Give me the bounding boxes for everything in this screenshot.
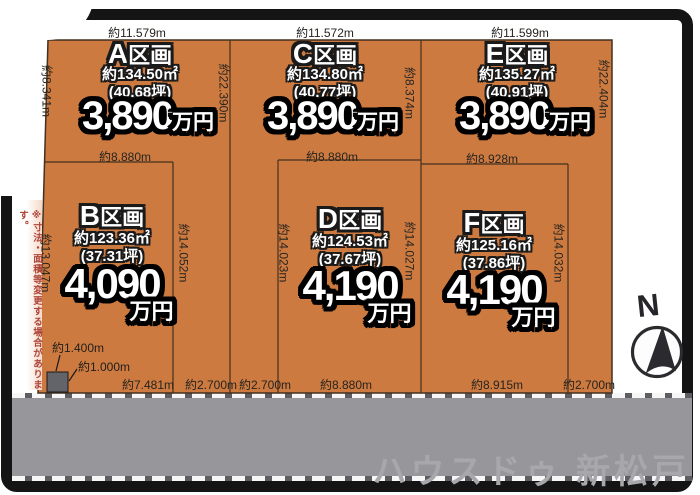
plot-c-price-digits: 3,890 <box>266 94 359 138</box>
dim-d-left: 約14.023m <box>276 223 291 283</box>
plot-d-price-digits: 4,190 <box>302 262 399 309</box>
dim-box-depth: 約1.000m <box>78 360 131 374</box>
plot-e-price: 3,890万円 <box>458 94 592 138</box>
plot-e-title: E区画 <box>486 40 549 68</box>
dim-d-right: 約14.027m <box>402 221 417 281</box>
plot-f-price: 4,190 万円 <box>446 266 555 331</box>
plot-b-suffix: 区画 <box>100 205 145 230</box>
plot-f-title: F区画 <box>463 209 524 237</box>
plot-d-suffix: 区画 <box>338 208 383 233</box>
dim-f-bottom: 約8.915m <box>470 378 524 392</box>
plot-d-letter: D <box>317 203 339 234</box>
dim-e-top: 約11.599m <box>491 26 549 40</box>
note-strip-background <box>14 200 42 390</box>
plot-b-title: B区画 <box>80 202 144 230</box>
plot-d-area: 約124.53㎡ <box>312 233 388 250</box>
frame-whiteout-left <box>0 30 13 196</box>
dim-b-top: 約8.880m <box>98 150 152 164</box>
plot-a-price: 3,890万円 <box>81 94 215 138</box>
plot-e-letter: E <box>485 38 505 69</box>
dim-ab-boundary: 約22.390m <box>216 63 231 123</box>
road-edge-dashed-line-top <box>12 393 692 398</box>
flyer-frame <box>1 9 693 492</box>
plot-c-area: 約134.80㎡ <box>287 66 363 83</box>
plot-f-price-unit: 万円 <box>511 304 556 330</box>
dim-c-pole: 約2.700m <box>238 378 292 392</box>
plot-e-suffix: 区画 <box>504 43 549 68</box>
plot-f-letter: F <box>463 207 481 238</box>
plot-b-letter: B <box>79 200 101 231</box>
dim-a-top: 約11.579m <box>108 26 166 40</box>
disclaimer-note: ※寸法・面積等変更する場合があります。 <box>17 210 42 390</box>
plot-b-tsubo: (37.31坪) <box>80 248 144 265</box>
dim-a-left: 約8.341m <box>39 64 54 118</box>
dim-box-width: 約1.400m <box>52 341 105 355</box>
plot-a-price-digits: 3,890 <box>81 94 174 138</box>
plot-b-area: 約123.36㎡ <box>74 230 150 247</box>
road <box>12 393 692 481</box>
plot-a-tsubo: (40.68坪) <box>108 84 172 101</box>
plot-a-price-unit: 万円 <box>172 111 215 134</box>
plot-c-tsubo: (40.77坪) <box>293 84 357 101</box>
dim-b-right: 約14.052m <box>176 223 191 283</box>
plot-e-price-digits: 3,890 <box>458 94 551 138</box>
dim-b-bottom: 約7.481m <box>121 378 175 392</box>
plot-c-letter: C <box>292 38 314 69</box>
plot-e-area: 約135.27㎡ <box>479 66 555 83</box>
plot-c-price: 3,890万円 <box>266 94 400 138</box>
plot-a-title: A区画 <box>108 40 172 68</box>
plot-f-area: 約125.16㎡ <box>456 237 532 254</box>
dim-c-right: 約8.374m <box>402 66 417 120</box>
plot-c-title: C区画 <box>293 40 357 68</box>
plot-d-price-unit: 万円 <box>367 300 412 326</box>
dim-e-right: 約22.404m <box>596 59 611 119</box>
plot-c-suffix: 区画 <box>313 43 358 68</box>
plot-d-price: 4,190 万円 <box>302 262 411 327</box>
plot-b-price-unit: 万円 <box>129 298 174 324</box>
plot-f-tsubo: (37.86坪) <box>462 255 526 272</box>
dim-d-bottom: 約8.880m <box>319 378 373 392</box>
plot-e-price-unit: 万円 <box>549 111 592 134</box>
dim-a-pole: 約2.700m <box>184 378 238 392</box>
dim-c-top: 約11.572m <box>296 26 354 40</box>
dim-f-top: 約8.928m <box>465 152 519 166</box>
plot-d-tsubo: (37.67坪) <box>318 251 382 268</box>
dim-d-top: 約8.880m <box>305 150 359 164</box>
dim-e-pole: 約2.700m <box>562 378 616 392</box>
plot-b-price: 4,090 万円 <box>64 260 173 325</box>
plot-f-suffix: 区画 <box>480 212 525 237</box>
plot-d-title: D区画 <box>318 205 382 233</box>
plot-e-tsubo: (40.91坪) <box>485 84 549 101</box>
dim-f-right: 約14.032m <box>551 223 566 283</box>
compass-n-label: N <box>635 286 662 325</box>
plot-f-price-digits: 4,190 <box>446 266 543 313</box>
plot-a-area: 約134.50㎡ <box>102 66 178 83</box>
plot-c-price-unit: 万円 <box>357 111 400 134</box>
plot-b-price-digits: 4,090 <box>64 260 161 307</box>
plot-a-suffix: 区画 <box>128 43 173 68</box>
road-edge-dashed-line-bottom <box>12 476 692 481</box>
plot-a-letter: A <box>107 38 129 69</box>
watermark: ハウスドゥ 新松戸 <box>372 453 690 491</box>
